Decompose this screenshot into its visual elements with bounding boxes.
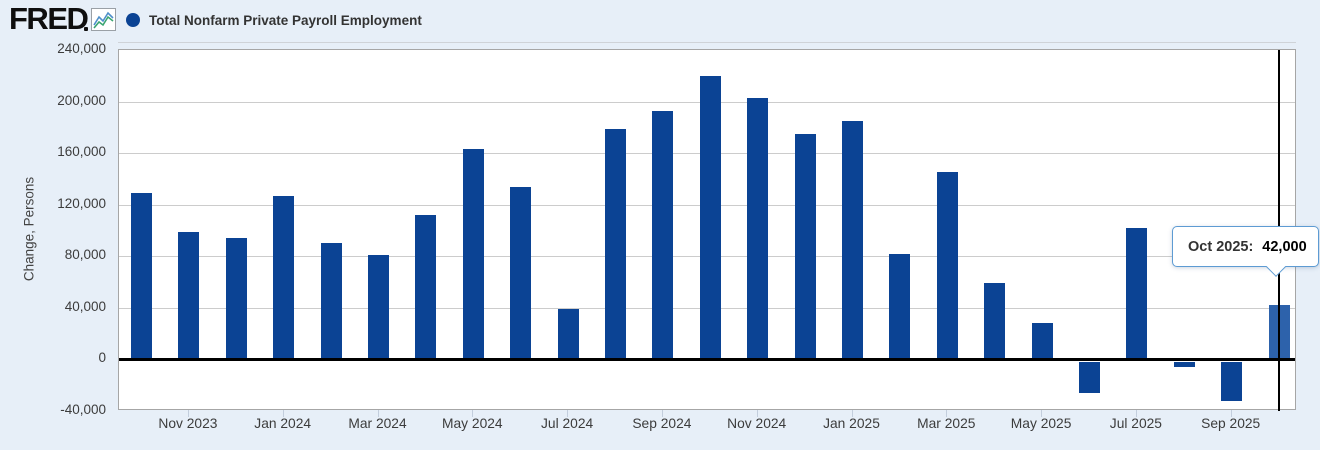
bar-mar-2025[interactable] xyxy=(936,172,958,360)
x-tick-label: May 2025 xyxy=(1010,416,1072,431)
x-tick-label: Jan 2025 xyxy=(823,416,880,431)
bar-jul-2024[interactable] xyxy=(557,309,579,360)
x-tick-label: Nov 2023 xyxy=(158,416,218,431)
bar-sep-2024[interactable] xyxy=(652,110,674,360)
line-chart-icon xyxy=(91,8,116,31)
bar-dec-2024[interactable] xyxy=(794,133,816,360)
bar-dec-2023[interactable] xyxy=(225,238,247,360)
bar-apr-2024[interactable] xyxy=(415,215,437,360)
bar-jan-2025[interactable] xyxy=(842,120,863,360)
chart-plot-area[interactable] xyxy=(118,49,1296,411)
x-tick-label: Jul 2024 xyxy=(541,416,594,431)
bar-feb-2025[interactable] xyxy=(889,253,911,360)
bar-jul-2025[interactable] xyxy=(1126,227,1148,360)
zero-line xyxy=(119,358,1295,361)
x-tick-mark xyxy=(472,410,474,417)
x-tick-mark xyxy=(282,410,284,417)
x-tick-label: Sep 2025 xyxy=(1201,416,1261,431)
bar-sep-2025[interactable] xyxy=(1221,361,1243,401)
x-tick-mark xyxy=(851,410,853,417)
bar-nov-2024[interactable] xyxy=(747,97,769,360)
bar-jan-2024[interactable] xyxy=(273,195,295,360)
bar-jun-2025[interactable] xyxy=(1079,361,1100,393)
bar-may-2024[interactable] xyxy=(462,149,484,360)
y-tick-label: -40,000 xyxy=(60,402,106,417)
x-tick-label: Jul 2025 xyxy=(1109,416,1162,431)
bar-oct-2024[interactable] xyxy=(699,75,721,360)
tooltip-value: 42,000 xyxy=(1262,238,1307,255)
x-tick-label: Jan 2024 xyxy=(254,416,312,431)
x-tick-mark xyxy=(1230,410,1232,417)
x-tick-label: Mar 2024 xyxy=(348,416,407,431)
bar-jun-2024[interactable] xyxy=(510,186,532,360)
tooltip-date-label: Oct 2025: xyxy=(1188,238,1254,255)
x-tick-mark xyxy=(567,410,569,417)
y-tick-label: 200,000 xyxy=(57,92,106,108)
x-tick-mark xyxy=(1041,410,1043,417)
x-tick-mark xyxy=(756,410,758,417)
bar-apr-2025[interactable] xyxy=(984,283,1006,360)
chart-tooltip: Oct 2025: 42,000 xyxy=(1172,226,1319,277)
bar-aug-2024[interactable] xyxy=(605,128,626,360)
bar-oct-2023[interactable] xyxy=(131,193,152,360)
legend-marker-icon xyxy=(126,13,140,27)
bar-aug-2025[interactable] xyxy=(1173,361,1195,368)
bar-may-2025[interactable] xyxy=(1031,323,1053,360)
x-tick-mark xyxy=(946,410,948,417)
fred-logo: FRED xyxy=(9,1,89,36)
y-tick-label: 80,000 xyxy=(64,247,106,263)
x-tick-mark xyxy=(187,410,189,417)
x-tick-label: May 2024 xyxy=(442,416,503,431)
x-tick-label: Mar 2025 xyxy=(917,416,976,431)
header-divider xyxy=(118,42,1296,43)
bar-nov-2023[interactable] xyxy=(178,231,200,360)
x-tick-mark xyxy=(1135,410,1137,417)
x-tick-mark xyxy=(377,410,379,417)
y-tick-label: 0 xyxy=(98,350,106,366)
y-tick-label: 160,000 xyxy=(57,144,106,160)
x-tick-mark xyxy=(661,410,663,417)
x-tick-label: Sep 2024 xyxy=(632,416,692,431)
y-tick-label: 240,000 xyxy=(57,41,106,56)
y-tick-label: 40,000 xyxy=(64,298,106,314)
bar-mar-2024[interactable] xyxy=(368,254,389,360)
bar-feb-2024[interactable] xyxy=(320,243,342,360)
legend-item[interactable]: Total Nonfarm Private Payroll Employment xyxy=(126,12,422,28)
registered-mark-icon xyxy=(84,27,88,31)
y-tick-label: 120,000 xyxy=(57,195,106,211)
y-axis-title: Change, Persons xyxy=(21,176,37,282)
x-tick-label: Nov 2024 xyxy=(727,416,787,431)
legend-label: Total Nonfarm Private Payroll Employment xyxy=(149,12,422,28)
